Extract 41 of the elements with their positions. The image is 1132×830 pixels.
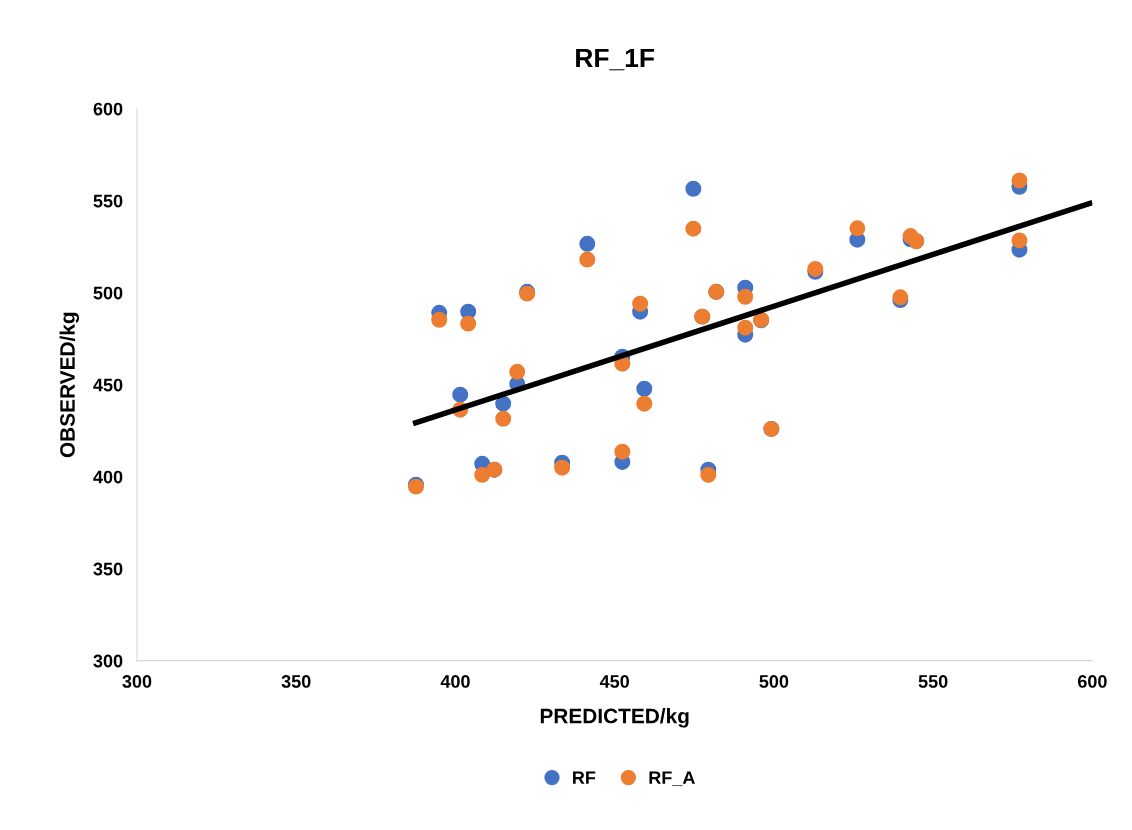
y-tick-label: 500 (93, 286, 123, 300)
point (737, 288, 754, 305)
point (737, 319, 754, 336)
y-tick-label: 550 (93, 194, 123, 208)
point (636, 395, 653, 412)
point (460, 315, 477, 332)
point (685, 180, 702, 197)
y-tick-label: 600 (93, 102, 123, 116)
point (685, 220, 702, 237)
y-tick-label: 400 (93, 470, 123, 484)
point (509, 363, 526, 380)
point (636, 380, 653, 397)
x-tick-label: 400 (440, 675, 470, 688)
point (495, 395, 512, 412)
y-tick-label: 450 (93, 378, 123, 392)
x-tick-label: 550 (918, 675, 948, 688)
point (474, 466, 491, 483)
point (495, 410, 512, 427)
point (849, 220, 866, 237)
x-axis-title: PREDICTED/kg (540, 708, 689, 728)
x-tick-label: 500 (759, 675, 789, 688)
point (700, 466, 717, 483)
y-tick-label: 300 (93, 654, 123, 668)
y-axis-title: OBSERVED/kg (59, 312, 80, 458)
point (1011, 232, 1028, 249)
point (452, 386, 469, 403)
point (632, 295, 649, 312)
point (431, 311, 448, 328)
y-tick-label: 350 (93, 562, 123, 576)
legend-label: RF_A (649, 771, 695, 787)
point (1011, 172, 1028, 189)
point (579, 251, 596, 268)
point (579, 235, 596, 252)
point (554, 459, 571, 476)
chart-title: RF_1F (576, 48, 655, 71)
point (614, 443, 631, 460)
legend-label: RF (573, 771, 596, 784)
x-tick-label: 600 (1077, 675, 1107, 688)
x-tick-label: 300 (122, 675, 152, 688)
x-tick-label: 350 (281, 675, 311, 688)
x-tick-label: 450 (599, 675, 629, 688)
